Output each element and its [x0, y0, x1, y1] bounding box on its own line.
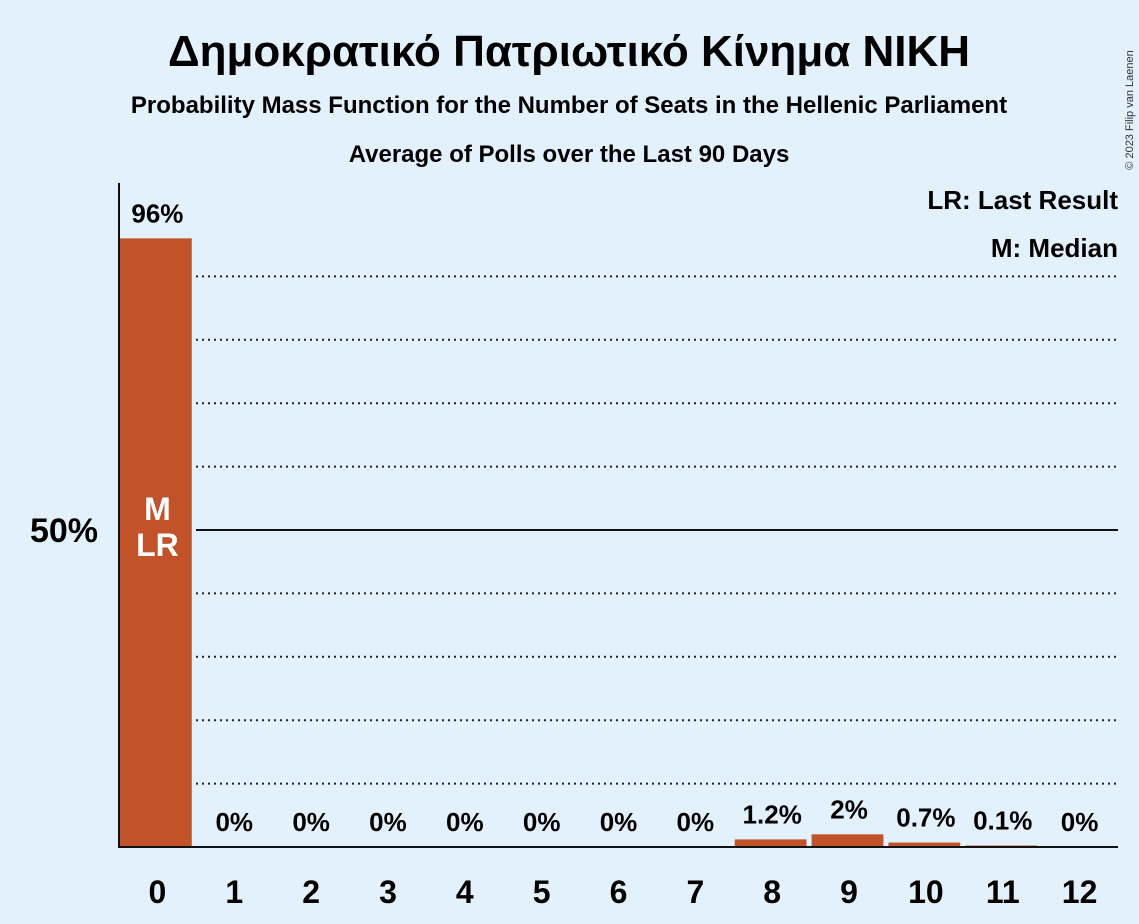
bar	[120, 238, 192, 848]
value-label: 0%	[600, 807, 638, 837]
bar-annotation: LR	[136, 527, 179, 563]
bars	[120, 238, 1038, 848]
value-label: 0%	[523, 807, 561, 837]
chart-subtitle: Probability Mass Function for the Number…	[131, 92, 1007, 119]
value-label: 1.2%	[743, 799, 802, 829]
legend-last-result: LR: Last Result	[927, 185, 1118, 215]
chart-subtitle-period: Average of Polls over the Last 90 Days	[349, 141, 790, 168]
x-tick-label: 3	[379, 874, 397, 910]
x-tick-label: 12	[1062, 874, 1098, 910]
value-label: 0.1%	[973, 806, 1032, 836]
value-label: 0%	[215, 807, 253, 837]
bar-annotation: M	[144, 491, 171, 527]
value-label: 0%	[1061, 807, 1099, 837]
legend-median: M: Median	[991, 233, 1118, 263]
gridlines	[196, 275, 1118, 785]
axes: 50%	[30, 183, 1118, 848]
value-label: 96%	[131, 198, 183, 228]
x-tick-label: 1	[225, 874, 243, 910]
copyright-notice: © 2023 Filip van Laenen	[1124, 50, 1136, 169]
bar	[734, 839, 807, 847]
x-tick-label: 11	[986, 874, 1020, 910]
x-tick-label: 9	[840, 874, 858, 910]
x-tick-label: 5	[533, 874, 551, 910]
y-tick-label: 50%	[30, 512, 98, 550]
x-tick-label: 7	[686, 874, 704, 910]
x-tick-label: 4	[456, 874, 474, 910]
x-tick-label: 10	[908, 874, 944, 910]
chart-title: Δημοκρατικό Πατριωτικό Κίνημα ΝΙΚΗ	[168, 27, 970, 76]
value-label: 0%	[677, 807, 715, 837]
value-label: 0%	[446, 807, 484, 837]
x-tick-label: 2	[302, 874, 320, 910]
value-label: 0.7%	[896, 803, 955, 833]
x-tick-label: 0	[149, 874, 167, 910]
value-label: 0%	[369, 807, 407, 837]
bar	[888, 842, 961, 847]
data-labels: 96% 0 0% 1 0% 2 0% 3 0% 4 0% 5 0% 6 0% 7 1.2% 8 2% 9 0.7% 10 0…	[131, 198, 1098, 910]
x-tick-label: 8	[763, 874, 781, 910]
bar	[811, 834, 884, 847]
x-tick-label: 6	[610, 874, 628, 910]
value-label: 0%	[292, 807, 330, 837]
value-label: 2%	[830, 794, 868, 824]
